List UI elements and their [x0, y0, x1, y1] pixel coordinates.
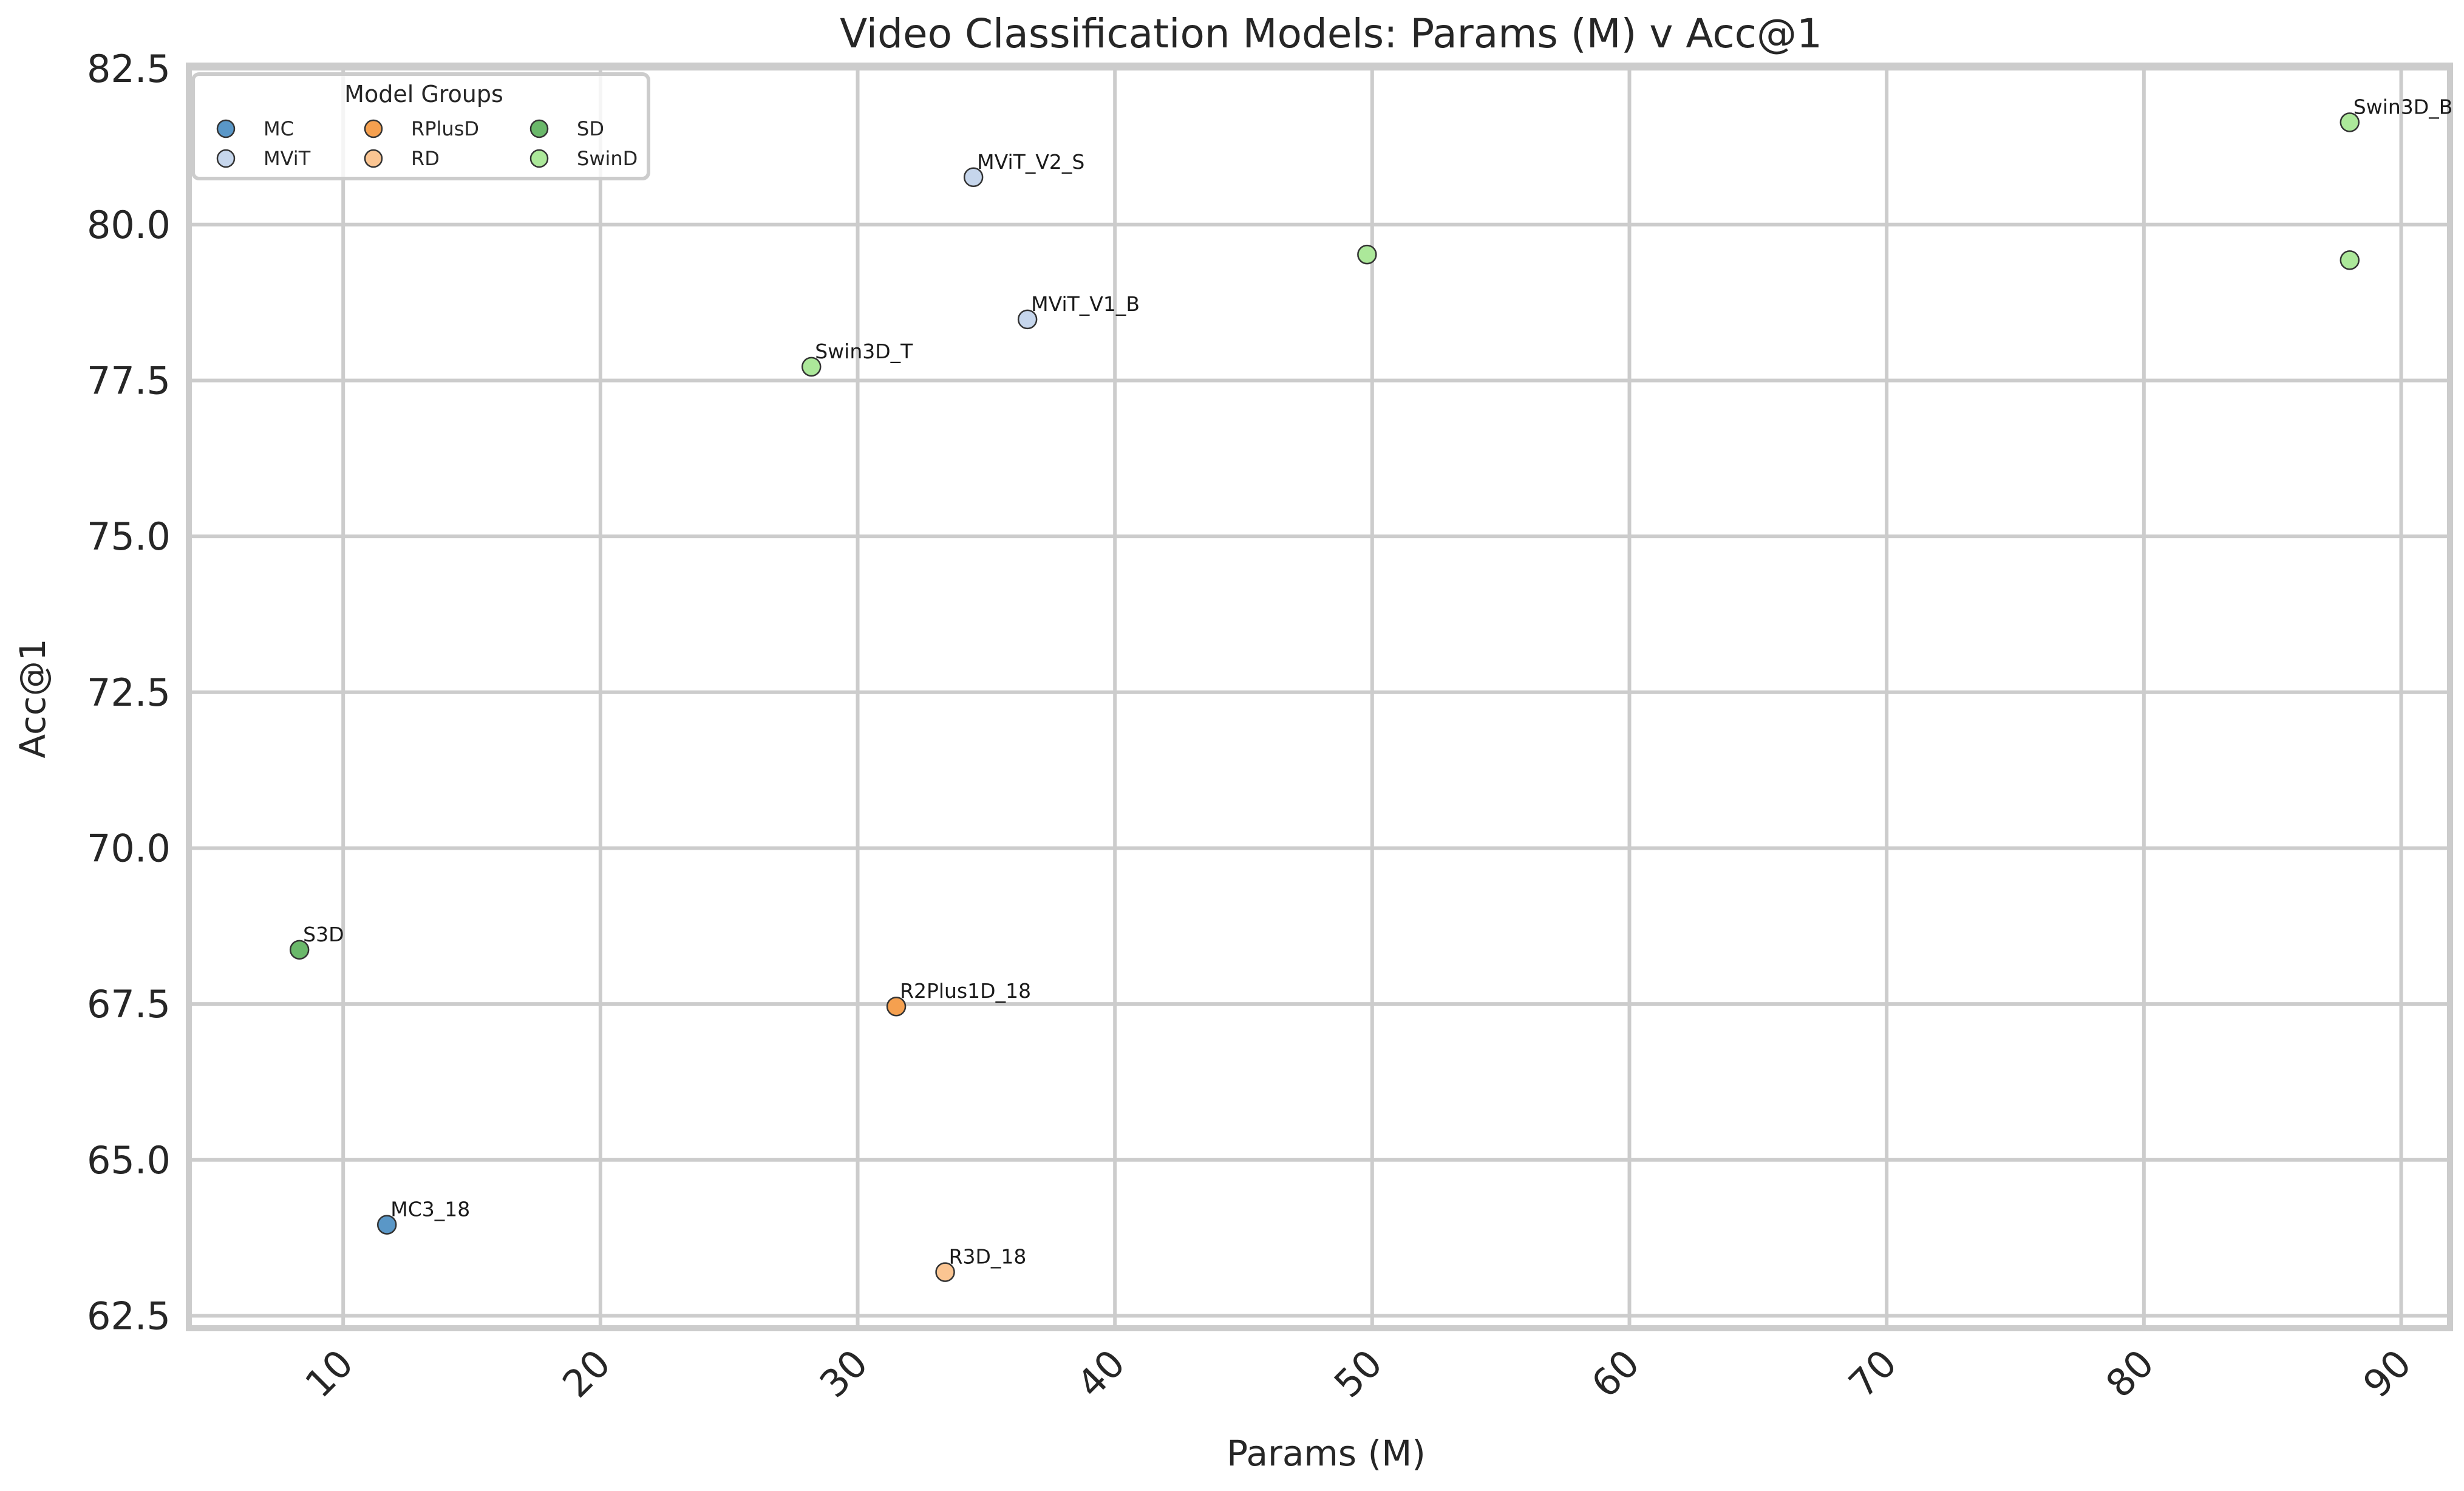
point-label: MViT_V2_S	[977, 150, 1084, 174]
x-tick-label: 30	[811, 1341, 876, 1406]
y-tick-label: 75.0	[87, 514, 171, 559]
point-label: R2Plus1D_18	[900, 979, 1031, 1003]
data-point-rplusd	[886, 996, 907, 1017]
data-point-mvit	[1017, 309, 1038, 330]
x-tick-label: 40	[1068, 1341, 1133, 1406]
data-point-mc	[376, 1215, 397, 1235]
plot-frame	[186, 63, 2453, 1331]
x-tick-label: 60	[1583, 1341, 1648, 1406]
data-point-sd	[289, 940, 310, 960]
point-label: Swin3D_B	[2353, 95, 2453, 118]
x-axis-label: Params (M)	[1227, 1433, 1426, 1474]
data-point-swind	[2340, 250, 2360, 270]
legend-marker-mc	[216, 119, 236, 138]
data-point-rd	[935, 1262, 955, 1282]
legend-marker-mvit	[216, 149, 236, 168]
legend-entries: MC MViT RPlusD RD SD SwinD	[216, 117, 638, 170]
y-tick-label: 65.0	[87, 1138, 171, 1182]
legend: Model Groups MC MViT RPlusD RD SD SwinD	[191, 72, 650, 180]
data-point-swind	[2340, 112, 2360, 132]
x-tick-label: 20	[554, 1341, 619, 1406]
point-label: MViT_V1_B	[1031, 292, 1140, 316]
x-tick-label: 90	[2355, 1341, 2420, 1406]
chart-title: Video Classification Models: Params (M) …	[840, 10, 1822, 57]
point-label: S3D	[303, 923, 344, 946]
legend-title: Model Groups	[344, 81, 503, 107]
point-label: R3D_18	[949, 1245, 1027, 1269]
legend-label-swind: SwinD	[577, 147, 638, 170]
legend-label-rplusd: RPlusD	[411, 117, 479, 140]
y-axis-label: Acc@1	[12, 638, 53, 758]
y-tick-label: 70.0	[87, 826, 171, 870]
y-tick-label: 82.5	[87, 47, 171, 91]
data-point-swind	[801, 357, 822, 377]
legend-marker-sd	[529, 119, 549, 138]
data-point-mvit	[963, 167, 984, 188]
x-tick-label: 70	[1840, 1341, 1905, 1406]
grid-lines	[189, 66, 2450, 1328]
data-points	[289, 112, 2360, 1282]
point-label: Swin3D_T	[815, 339, 913, 363]
legend-label-rd: RD	[411, 147, 440, 170]
y-tick-label: 80.0	[87, 203, 171, 247]
legend-label-sd: SD	[577, 117, 604, 140]
x-tick-label: 50	[1326, 1341, 1390, 1406]
y-tick-label: 72.5	[87, 670, 171, 715]
legend-marker-swind	[529, 149, 549, 168]
y-tick-labels: 62.5 65.0 67.5 70.0 72.5 75.0 77.5 80.0 82.5	[87, 47, 171, 1338]
legend-label-mvit: MViT	[264, 147, 311, 170]
point-label: MC3_18	[390, 1198, 470, 1221]
y-tick-label: 62.5	[87, 1294, 171, 1338]
legend-marker-rplusd	[364, 119, 383, 138]
data-point-swind	[1357, 244, 1377, 265]
legend-label-mc: MC	[264, 117, 294, 140]
x-tick-label: 10	[296, 1341, 361, 1406]
y-tick-label: 77.5	[87, 358, 171, 403]
point-labels: MC3_18 MViT_V2_S MViT_V1_B R2Plus1D_18 R3D_1…	[303, 95, 2452, 1268]
legend-marker-rd	[364, 149, 383, 168]
x-tick-label: 80	[2097, 1341, 2162, 1406]
y-tick-label: 67.5	[87, 982, 171, 1026]
x-tick-labels: 10 20 30 40 50 60 70 80 90	[296, 1341, 2420, 1406]
